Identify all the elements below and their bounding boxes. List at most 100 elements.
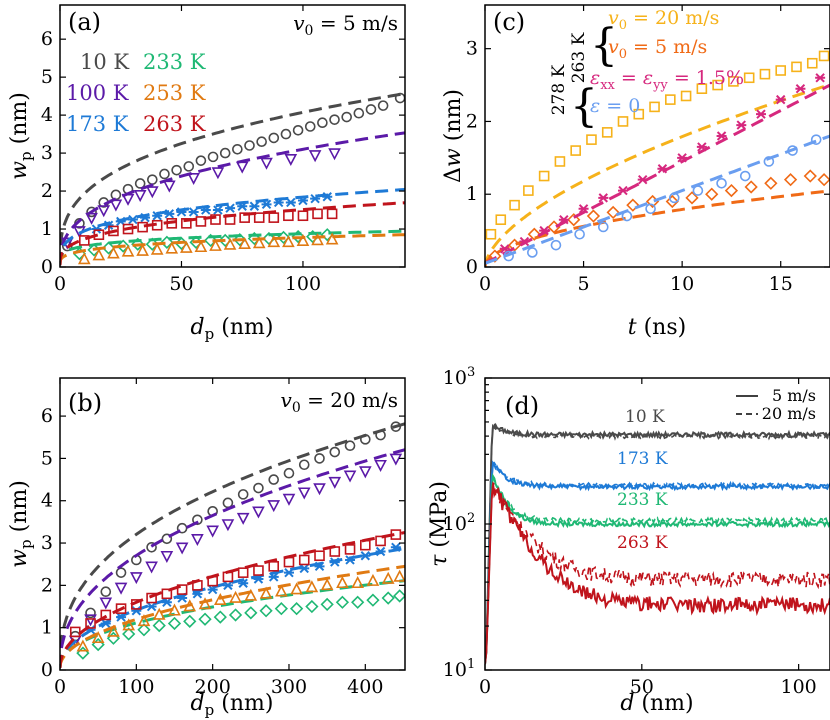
- panel-b-point-10-k: [390, 421, 402, 432]
- panel-a-fit-233-k: [60, 229, 405, 266]
- panel-a-point-253-k: [121, 244, 135, 257]
- panel-b-point-233-k: [305, 599, 319, 614]
- panel-c-point-v0-5-m-s: [764, 176, 778, 190]
- panel-b-point-100-k: [252, 506, 265, 519]
- panel-c-point-0: [574, 228, 585, 240]
- panel-d-curve-10-k-5ms: [485, 422, 830, 665]
- panel-a-point-173-k: [152, 211, 163, 221]
- panel-a-point-100-k: [308, 150, 322, 163]
- panel-a-point-100-k: [133, 190, 147, 203]
- panel-d-ylabel: τ (MPa): [427, 481, 452, 567]
- panel-a-point-253-k: [267, 235, 281, 248]
- panel-b-point-10-k: [314, 453, 325, 464]
- panel-a-point-253-k: [194, 240, 208, 253]
- panel-b-point-263-k: [192, 580, 203, 591]
- panel-b-point-233-k: [274, 602, 288, 616]
- panel-a-point-253-k: [296, 233, 310, 246]
- panel-b-point-263-k: [298, 554, 310, 566]
- panel-b-point-173-k: [116, 612, 127, 622]
- panel-d-ytick-label: 103: [443, 365, 475, 389]
- panel-b-xtick-label: 400: [347, 676, 383, 698]
- panel-b-fit-10-k: [60, 422, 405, 668]
- panel-c-point-v0-5-m-s: [626, 198, 640, 212]
- panel-b-point-233-k: [393, 589, 405, 603]
- panel-a-point-10-k: [304, 121, 316, 132]
- panel-b-point-263-k: [131, 599, 142, 610]
- label-263k: 263 K: [617, 533, 668, 553]
- panel-a-point-263-k: [93, 229, 105, 241]
- panel-b-point-100-k: [221, 519, 235, 532]
- panel-c-point-v0-20-m-s: [495, 214, 507, 225]
- panel-b-point-100-k: [191, 534, 204, 547]
- panel-a-point-263-k: [326, 208, 338, 220]
- panel-b-xtick-label: 100: [118, 676, 154, 698]
- panel-a-point-173-k: [127, 214, 138, 225]
- panel-a-point-253-k: [223, 237, 237, 250]
- panel-a-point-173-k: [225, 203, 236, 213]
- panel-d-label: (d): [505, 392, 539, 420]
- panel-c-point-xx-yy-1-5: [696, 142, 707, 152]
- panel-c-frame: [484, 4, 830, 268]
- panel-b-point-10-k: [360, 434, 371, 445]
- panel-a-point-10-k: [207, 151, 219, 163]
- panel-c-ytick-label: 3: [466, 38, 478, 60]
- panel-a-point-100-k: [85, 212, 98, 225]
- panel-c-point-xx-yy-1-5: [677, 153, 688, 163]
- panel-b-fit-233-k: [60, 579, 405, 668]
- panel-a-xtick-label: 50: [169, 273, 193, 295]
- legend-10k: 10 K: [80, 50, 129, 74]
- panel-a-point-263-k: [268, 212, 280, 223]
- panel-c-point-0: [810, 134, 822, 145]
- panel-a-point-263-k: [210, 214, 221, 225]
- panel-c-point-v0-20-m-s: [509, 199, 520, 211]
- legend-5ms: 5 m/s: [772, 386, 816, 405]
- panel-c-point-xx-yy-1-5: [519, 236, 530, 247]
- panel-b-point-233-k: [244, 606, 258, 620]
- panel-b-point-233-k: [152, 618, 166, 633]
- panel-b-point-173-k: [238, 578, 249, 588]
- panel-b-point-173-k: [146, 601, 157, 612]
- panel-a-point-100-k: [328, 148, 341, 161]
- panel-c-point-xx-yy-1-5: [618, 185, 628, 196]
- panel-b-ytick-label: 4: [41, 490, 53, 512]
- panel-c-point-v0-5-m-s: [783, 173, 798, 187]
- panel-c-point-v0-20-m-s: [523, 185, 534, 196]
- panel-b-point-100-k: [313, 483, 326, 496]
- panel-b-point-233-k: [351, 595, 365, 609]
- panel-a-point-253-k: [107, 246, 120, 259]
- panel-b: 0 100 200 300 400 0 1 2 3 4 5 6 (b) v0 = 20 m/s dp …: [7, 377, 406, 719]
- panel-a-point-233-k: [116, 239, 130, 253]
- panel-a-point-253-k: [77, 252, 91, 265]
- panel-b-point-263-k: [360, 539, 371, 551]
- panel-b-point-10-k: [100, 586, 112, 598]
- panel-a-point-173-k: [212, 205, 223, 215]
- panel-b-xtick-label: 300: [271, 676, 307, 698]
- panel-a-point-233-k: [233, 233, 247, 247]
- panel-b-point-100-k: [328, 476, 342, 489]
- panel-d: 0 50 100 101 102 103 (d) 5 m/s 20 m/s 10 K 17…: [427, 365, 830, 716]
- panel-a-point-100-k: [187, 172, 200, 185]
- panel-c-point-v0-20-m-s: [601, 127, 613, 138]
- panel-c-fit-v0-20-m-s: [485, 83, 830, 267]
- panel-b-point-253-k: [183, 599, 197, 612]
- panel-b-point-173-k: [345, 555, 356, 565]
- panel-a-plot-area: [60, 92, 405, 266]
- panel-b-point-100-k: [343, 470, 357, 483]
- panel-b-point-100-k: [374, 459, 387, 472]
- panel-b-point-233-k: [213, 610, 227, 624]
- panel-b-point-10-k: [146, 541, 157, 553]
- panel-c-plot-area: [485, 50, 830, 267]
- legend-233k: 233 K: [143, 50, 206, 74]
- panel-d-series: [485, 421, 830, 665]
- panel-a-point-253-k: [252, 236, 266, 249]
- panel-a-point-233-k: [247, 231, 261, 246]
- panel-c-point-xx-yy-1-5: [558, 214, 569, 225]
- panel-b-point-263-k: [283, 556, 295, 568]
- panel-b-point-173-k: [100, 618, 111, 629]
- panel-b-point-253-k: [393, 569, 405, 582]
- panel-c-point-v0-20-m-s: [818, 50, 830, 62]
- panel-b-point-173-k: [161, 597, 172, 607]
- panel-a-point-233-k: [291, 229, 305, 244]
- panel-b-point-100-k: [206, 525, 219, 538]
- panel-a-point-10-k: [147, 174, 158, 185]
